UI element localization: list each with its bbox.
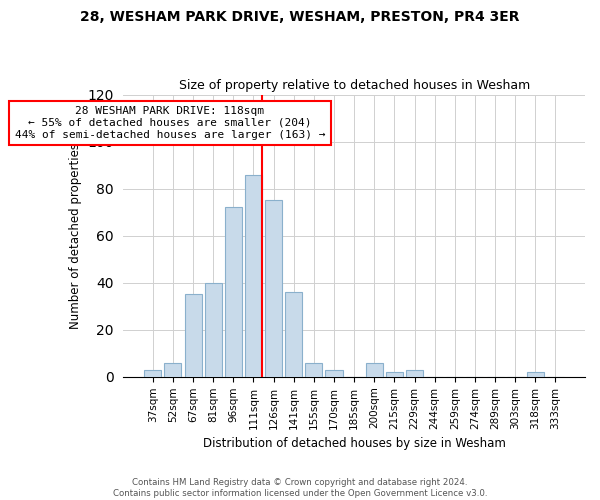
Text: Contains HM Land Registry data © Crown copyright and database right 2024.
Contai: Contains HM Land Registry data © Crown c… xyxy=(113,478,487,498)
Bar xyxy=(305,362,322,377)
Bar xyxy=(285,292,302,377)
Bar xyxy=(265,200,282,377)
Y-axis label: Number of detached properties: Number of detached properties xyxy=(68,142,82,328)
Title: Size of property relative to detached houses in Wesham: Size of property relative to detached ho… xyxy=(179,79,530,92)
Bar xyxy=(185,294,202,377)
Bar xyxy=(205,282,222,377)
Bar xyxy=(386,372,403,377)
Text: 28, WESHAM PARK DRIVE, WESHAM, PRESTON, PR4 3ER: 28, WESHAM PARK DRIVE, WESHAM, PRESTON, … xyxy=(80,10,520,24)
Text: 28 WESHAM PARK DRIVE: 118sqm
← 55% of detached houses are smaller (204)
44% of s: 28 WESHAM PARK DRIVE: 118sqm ← 55% of de… xyxy=(14,106,325,140)
Bar xyxy=(366,362,383,377)
Bar xyxy=(225,208,242,377)
Bar xyxy=(325,370,343,377)
X-axis label: Distribution of detached houses by size in Wesham: Distribution of detached houses by size … xyxy=(203,437,506,450)
Bar xyxy=(144,370,161,377)
Bar xyxy=(527,372,544,377)
Bar xyxy=(164,362,181,377)
Bar xyxy=(406,370,423,377)
Bar xyxy=(245,174,262,377)
